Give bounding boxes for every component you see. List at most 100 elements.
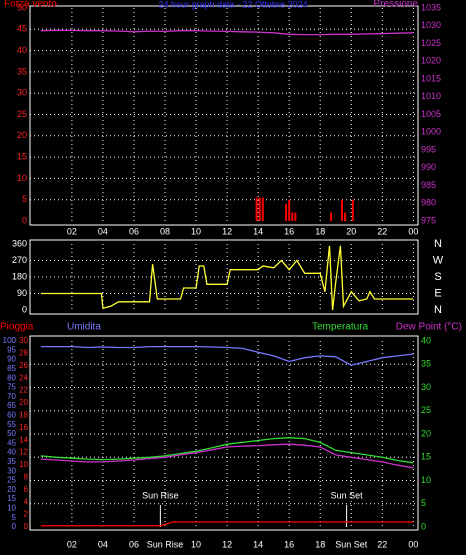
y-tick-label: 70 [7, 392, 16, 401]
y-tick-label: 990 [421, 162, 436, 172]
y-tick-label: 28 [19, 349, 28, 358]
y-tick-label: 1005 [421, 109, 441, 119]
y-tick-label: 65 [7, 401, 16, 410]
x-tick-label: 00 [408, 226, 418, 236]
y-tick-label: 26 [19, 361, 28, 370]
y-tick-label: 15 [17, 151, 27, 161]
data-line [40, 521, 414, 527]
y-tick-label: 40 [421, 335, 431, 345]
x-tick-label: 12 [222, 226, 232, 236]
legend-entry: Pressione [374, 0, 419, 10]
y-tick-label: 30 [421, 382, 431, 392]
x-tick-label: 06 [129, 226, 139, 236]
legend-entry: Umidita [67, 322, 101, 333]
y-tick-label: 10 [421, 475, 431, 485]
y-tick-label: W [433, 254, 444, 266]
data-line [40, 443, 414, 469]
y-tick-label: 1030 [421, 20, 441, 30]
y-tick-label: 1000 [421, 127, 441, 137]
x-tick-label: 02 [67, 539, 77, 549]
data-line [40, 345, 414, 366]
y-tick-label: 15 [7, 494, 16, 503]
y-tick-label: 180 [12, 271, 27, 281]
y-tick-label: 995 [421, 144, 436, 154]
y-tick-label: 50 [7, 429, 16, 438]
y-tick-label: 0 [421, 521, 426, 531]
y-tick-label: 10 [7, 504, 16, 513]
x-tick-label: 08 [160, 226, 170, 236]
x-tick-label: 16 [284, 539, 294, 549]
y-tick-label: 25 [421, 405, 431, 415]
y-tick-label: 35 [7, 457, 16, 466]
y-tick-label: 35 [17, 66, 27, 76]
y-tick-label: N [434, 304, 442, 316]
y-tick-label: 25 [17, 109, 27, 119]
x-tick-label: Sun Set [335, 539, 368, 549]
y-tick-label: 80 [7, 373, 16, 382]
bar [330, 212, 333, 221]
y-tick-label: 20 [19, 398, 28, 407]
legend-entry: Dew Point (°C) [396, 322, 462, 333]
x-tick-label: 22 [377, 226, 387, 236]
y-tick-label: 40 [7, 448, 16, 457]
y-tick-label: 35 [421, 359, 431, 369]
y-tick-label: 90 [17, 288, 27, 298]
y-tick-label: 100 [3, 336, 17, 345]
x-tick-label: 18 [315, 539, 325, 549]
bar [294, 212, 297, 221]
y-tick-label: 95 [7, 345, 16, 354]
x-tick-label: 18 [315, 226, 325, 236]
y-tick-label: 24 [19, 373, 28, 382]
y-tick-label: 1010 [421, 91, 441, 101]
y-tick-label: 10 [17, 173, 27, 183]
x-tick-label: Sun Rise [147, 539, 184, 549]
x-tick-label: 02 [67, 226, 77, 236]
annotation-label: Sun Rise [142, 490, 179, 500]
y-tick-label: 1025 [421, 38, 441, 48]
y-tick-label: 270 [12, 255, 27, 265]
bar [261, 197, 264, 221]
legend-entry: Pioggia [0, 322, 34, 333]
y-tick-label: S [434, 271, 441, 283]
bar [344, 212, 347, 221]
y-tick-label: 30 [19, 336, 28, 345]
bar [258, 197, 261, 221]
y-tick-label: N [434, 238, 442, 250]
y-tick-label: 30 [7, 466, 16, 475]
data-line [40, 29, 414, 36]
y-tick-label: 22 [19, 386, 28, 395]
bar [255, 197, 258, 221]
y-tick-label: 5 [22, 194, 27, 204]
y-tick-label: 1035 [421, 2, 441, 12]
panel-frame [29, 335, 419, 531]
bar [340, 199, 343, 221]
legend-entry: Temperatura [312, 322, 369, 333]
bar [285, 203, 288, 221]
y-tick-label: 50 [17, 2, 27, 12]
x-tick-label: 22 [377, 539, 387, 549]
x-tick-label: 00 [408, 539, 418, 549]
y-tick-label: 1015 [421, 73, 441, 83]
y-tick-label: 0 [12, 522, 17, 531]
data-line [40, 437, 414, 464]
x-tick-label: 14 [253, 539, 263, 549]
y-tick-label: 18 [19, 411, 28, 420]
y-tick-label: 20 [17, 130, 27, 140]
y-tick-label: 8 [24, 473, 29, 482]
y-tick-label: 5 [12, 513, 17, 522]
y-tick-label: 16 [19, 423, 28, 432]
y-tick-label: E [434, 287, 441, 299]
y-tick-label: 75 [7, 383, 16, 392]
legend-entry: Forza vento [4, 0, 57, 10]
y-tick-label: 30 [17, 88, 27, 98]
y-tick-label: 12 [19, 448, 28, 457]
x-tick-label: 04 [98, 226, 108, 236]
annotation-label: Sun Set [331, 490, 364, 500]
y-tick-label: 20 [7, 485, 16, 494]
x-tick-label: 12 [222, 539, 232, 549]
y-tick-label: 90 [7, 355, 16, 364]
y-tick-label: 55 [7, 420, 16, 429]
y-tick-label: 6 [24, 485, 29, 494]
y-tick-label: 980 [421, 198, 436, 208]
